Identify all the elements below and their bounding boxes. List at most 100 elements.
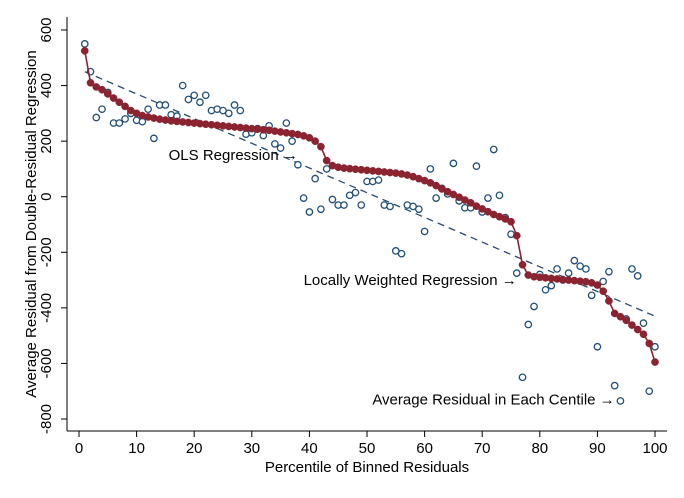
centile-point	[374, 176, 383, 184]
y-tick-label: 200	[38, 129, 55, 154]
centile-point	[322, 165, 331, 173]
x-tick-label: 90	[589, 440, 606, 457]
centile-point	[628, 265, 636, 273]
centile-point	[651, 342, 659, 351]
centile-point	[80, 40, 89, 48]
x-tick-label: 100	[642, 440, 667, 457]
y-tick-label: 400	[38, 73, 55, 98]
y-tick-label: -400	[38, 293, 55, 323]
centile-point	[489, 145, 498, 154]
lowess-point	[507, 217, 515, 226]
centile-point	[472, 162, 481, 170]
lowess-point	[633, 325, 642, 334]
centile-point	[121, 115, 129, 123]
centile-point	[115, 119, 124, 127]
centile-point	[616, 397, 625, 405]
x-tick-label: 70	[474, 440, 491, 457]
centile-point	[340, 201, 348, 209]
centile-point	[161, 101, 170, 109]
centile-point	[547, 281, 556, 290]
centile-point	[299, 194, 308, 202]
x-tick-label: 60	[416, 440, 433, 457]
lowess-point	[103, 90, 112, 98]
lowess-line	[84, 50, 656, 363]
centile-point	[305, 208, 314, 216]
lowess-point	[622, 316, 631, 325]
axes-layer: 0 10 20 30 40 50 60 70 80 90 100 600 400 200 0 -200 -400…	[38, 17, 668, 457]
y-tick-label: -200	[38, 237, 55, 267]
centile-point	[150, 134, 158, 143]
centile-point	[484, 194, 492, 202]
x-tick-label: 0	[75, 440, 83, 457]
lowess-point	[599, 287, 608, 296]
annotation-label: Average Residual in Each Centile →	[372, 392, 614, 409]
centile-point	[386, 202, 394, 211]
centile-point	[144, 105, 152, 114]
centile-point	[196, 98, 204, 107]
lowess-point	[121, 102, 129, 111]
y-tick-label: -800	[38, 404, 55, 434]
lowess-point	[593, 281, 602, 289]
centile-point	[294, 160, 302, 169]
lowess-point	[432, 181, 440, 190]
centile-point	[524, 320, 533, 329]
ols-regression-layer	[84, 71, 656, 317]
centile-point	[351, 188, 360, 197]
centile-point	[224, 109, 233, 118]
x-tick-label: 10	[128, 440, 145, 457]
centile-point	[587, 291, 596, 300]
lowess-point	[639, 330, 648, 339]
centile-point	[495, 191, 504, 200]
centile-point	[357, 201, 366, 209]
centile-point	[276, 144, 285, 152]
lowess-point	[109, 94, 118, 102]
centile-point	[328, 195, 337, 204]
annotation-layer: OLS Regression → Locally Weighted Regress…	[169, 147, 615, 409]
x-axis-title: Percentile of Binned Residuals	[265, 459, 469, 476]
centile-point	[98, 105, 106, 114]
centile-point	[190, 91, 199, 100]
scatter-layer	[80, 40, 659, 405]
lowess-point	[466, 198, 475, 207]
y-tick-label: -600	[38, 348, 55, 378]
y-tick-label: 600	[38, 17, 55, 42]
lowess-point	[115, 98, 124, 107]
centile-point	[518, 373, 527, 382]
x-tick-label: 40	[301, 440, 318, 457]
x-tick-label: 30	[243, 440, 260, 457]
lowess-point	[628, 321, 636, 329]
x-tick-label: 20	[186, 440, 203, 457]
centile-point	[564, 269, 573, 277]
lowess-point	[86, 78, 95, 87]
lowess-point	[610, 309, 619, 318]
lowess-point	[305, 133, 314, 142]
annotation-label: Locally Weighted Regression →	[304, 272, 517, 289]
lowess-point	[98, 85, 106, 94]
annotation-label: OLS Regression →	[169, 147, 298, 164]
centile-point	[236, 106, 245, 115]
centile-point	[426, 165, 435, 173]
centile-point	[639, 319, 648, 327]
centile-point	[570, 256, 579, 265]
centile-point	[610, 381, 619, 390]
lowess-point	[518, 260, 527, 269]
lowess-point	[311, 137, 320, 145]
centile-point	[414, 205, 423, 214]
lowess-point	[322, 156, 331, 165]
lowess-point	[605, 297, 613, 305]
centile-point	[553, 265, 561, 273]
centile-point	[317, 205, 325, 214]
lowess-layer	[80, 46, 659, 366]
centile-point	[138, 117, 147, 126]
lowess-point	[616, 312, 625, 321]
lowess-point	[512, 231, 521, 240]
centile-point	[288, 137, 296, 145]
y-tick-label: 0	[38, 193, 55, 201]
centile-point	[599, 277, 608, 286]
centile-point	[420, 227, 429, 236]
lowess-point	[651, 358, 659, 366]
centile-point	[270, 140, 279, 148]
lowess-point	[317, 142, 325, 151]
centile-point	[633, 272, 642, 280]
